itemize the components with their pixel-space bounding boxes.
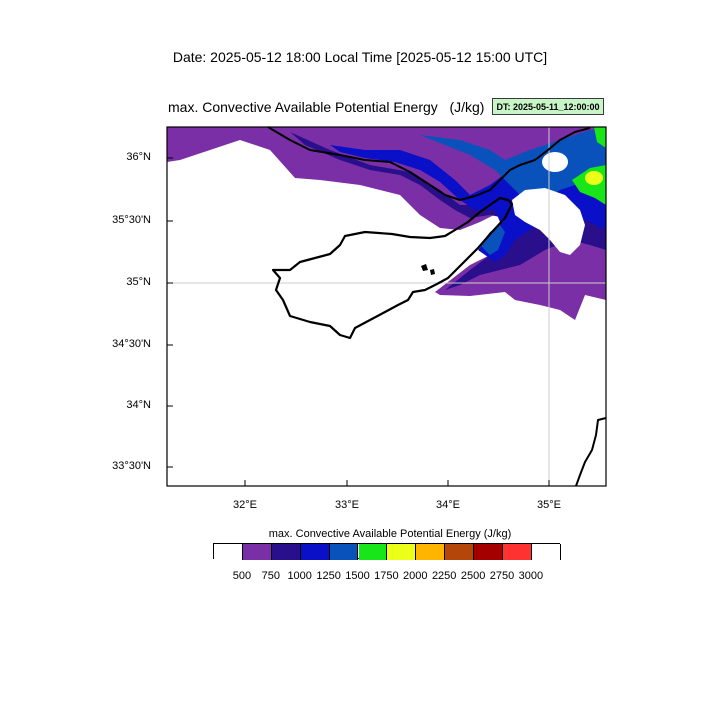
legend-level-label: 750 (261, 570, 280, 582)
cape-region-1750b (594, 127, 606, 148)
map-title: max. Convective Available Potential Ener… (168, 99, 484, 115)
lat-label-34-30n: 34°30'N (112, 338, 151, 350)
legend-level-label: 2250 (431, 570, 457, 582)
lat-label-35-30n: 35°30'N (112, 214, 151, 226)
legend-level-label: 2000 (403, 570, 428, 582)
legend-swatch (474, 544, 503, 560)
legend-level-label: 3000 (518, 570, 544, 582)
lat-label-36n: 36°N (126, 151, 151, 163)
legend-swatch (387, 544, 417, 560)
lon-label-32e: 32°E (233, 499, 257, 511)
legend-swatch (503, 544, 532, 560)
cape-hole-1 (542, 152, 568, 172)
dt-badge: DT: 2025-05-11_12:00:00 (492, 98, 604, 115)
cyprus-coastline (271, 196, 514, 340)
legend-swatch (271, 544, 301, 560)
legend-level-label: 1500 (345, 570, 370, 582)
legend-swatch (329, 544, 359, 560)
cape-region-750 (167, 127, 606, 320)
cape-region-1500 (420, 130, 606, 200)
legend-swatch (300, 544, 330, 560)
legend-level-label: 2750 (489, 570, 515, 582)
lon-label-34e: 34°E (436, 499, 460, 511)
color-legend (213, 543, 561, 560)
small-island-2 (430, 269, 435, 275)
cape-region-1000 (290, 132, 606, 290)
map-frame (166, 126, 607, 487)
date-line: Date: 2025-05-12 18:00 Local Time [2025-… (172, 49, 548, 65)
legend-swatch (358, 544, 388, 560)
lat-label-34n: 34°N (126, 399, 151, 411)
title-text: max. Convective Available Potential Ener… (168, 99, 438, 115)
turkey-coastline (267, 126, 591, 201)
legend-title: max. Convective Available Potential Ener… (268, 528, 512, 540)
legend-level-label: 1750 (374, 570, 399, 582)
cape-region-2000 (585, 171, 603, 185)
legend-swatch (531, 544, 561, 560)
cape-region-1500b (480, 225, 505, 255)
legend-level-label: 1000 (287, 570, 312, 582)
legend-swatch (445, 544, 475, 560)
legend-level-label: 2500 (460, 570, 486, 582)
title-units: (J/kg) (449, 99, 485, 115)
legend-level-label: 500 (232, 570, 252, 582)
lon-label-33e: 33°E (335, 499, 359, 511)
lat-label-35n: 35°N (126, 276, 151, 288)
small-island-1 (421, 264, 428, 271)
axis-ticks (167, 157, 550, 486)
lat-label-33-30n: 33°30'N (112, 460, 151, 472)
legend-level-label: 1250 (316, 570, 341, 582)
legend-swatch (242, 544, 272, 560)
levant-coastline (575, 417, 607, 487)
lon-label-35e: 35°E (537, 499, 561, 511)
legend-swatch (416, 544, 446, 560)
legend-swatch (214, 544, 243, 560)
